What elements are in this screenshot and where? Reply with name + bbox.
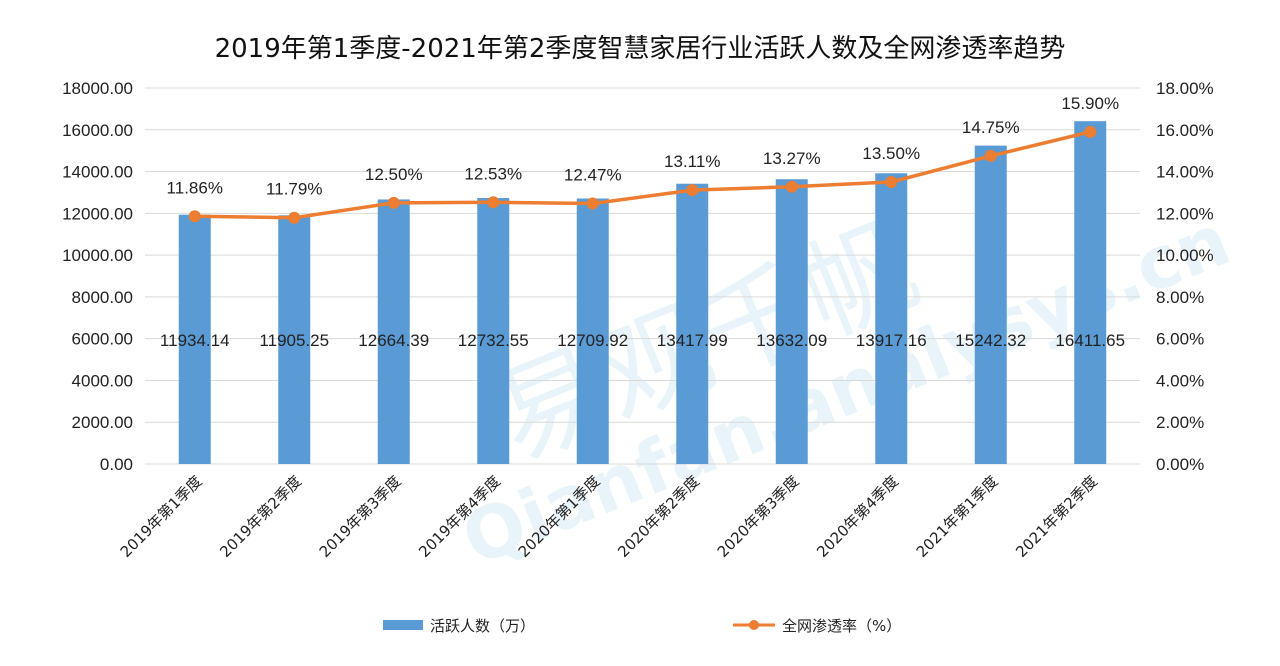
line-point xyxy=(288,211,301,224)
bar-data-label: 15242.32 xyxy=(955,331,1026,350)
y-right-tick-label: 16.00% xyxy=(1156,121,1214,140)
line-data-label: 12.53% xyxy=(464,164,522,183)
bar xyxy=(875,173,908,464)
y-left-tick-label: 18000.00 xyxy=(62,79,133,98)
x-tick-label: 2020年第3季度 xyxy=(714,472,803,561)
grid-lines xyxy=(145,87,1140,465)
bar xyxy=(775,179,808,464)
legend-line-label: 全网渗透率（%） xyxy=(782,617,901,635)
bar xyxy=(377,199,410,465)
bar xyxy=(178,214,211,464)
x-tick-label: 2019年第3季度 xyxy=(316,472,405,561)
line-point xyxy=(387,196,400,209)
y-left-tick-label: 2000.00 xyxy=(72,413,133,432)
bar-data-label: 11934.14 xyxy=(160,331,230,350)
bar-series xyxy=(178,121,1107,465)
line-path xyxy=(194,130,1091,220)
y-left-tick-label: 12000.00 xyxy=(62,204,133,223)
bar xyxy=(1074,121,1107,464)
bar xyxy=(676,183,709,464)
y-right-tick-label: 18.00% xyxy=(1156,79,1214,98)
line-data-label: 13.11% xyxy=(664,152,720,171)
bar-data-label: 12709.92 xyxy=(557,331,628,350)
y-right-tick-label: 12.00% xyxy=(1156,204,1214,223)
x-tick-label: 2021年第1季度 xyxy=(913,472,1002,561)
bar-data-label: 16411.65 xyxy=(1055,331,1125,350)
x-tick-label: 2019年第1季度 xyxy=(117,472,206,561)
line-point xyxy=(686,184,699,197)
y-left-tick-label: 8000.00 xyxy=(72,288,133,307)
line-data-label: 11.79% xyxy=(266,180,322,199)
x-tick-label: 2020年第4季度 xyxy=(813,472,902,561)
y-right-tick-label: 4.00% xyxy=(1156,371,1204,390)
legend-bar-label: 活跃人数（万） xyxy=(430,617,535,635)
y-left-tick-label: 16000.00 xyxy=(62,121,133,140)
y-right-tick-label: 6.00% xyxy=(1156,330,1204,349)
line-point xyxy=(1084,125,1097,138)
bar xyxy=(278,215,311,464)
line-data-label: 14.75% xyxy=(962,118,1020,137)
y-right-tick-label: 10.00% xyxy=(1156,246,1214,265)
line-data-label: 12.47% xyxy=(564,166,622,185)
line-point xyxy=(785,180,798,193)
legend-bar-swatch xyxy=(383,620,423,630)
bar-data-labels: 11934.14 11905.25 12664.39 12732.55 12709.92… xyxy=(160,331,1125,350)
legend: 活跃人数（万） 全网渗透率（%） xyxy=(383,617,901,635)
y-axis-right: 0.00% 2.00% 4.00% 6.00% 8.00% 10.00% 12.00% 14.… xyxy=(1156,79,1214,474)
bar-data-label: 12732.55 xyxy=(458,331,529,350)
line-data-label: 11.86% xyxy=(167,178,223,197)
line-data-label: 13.50% xyxy=(862,144,920,163)
y-right-tick-label: 0.00% xyxy=(1156,455,1204,474)
bar-data-label: 12664.39 xyxy=(358,331,429,350)
x-tick-label: 2019年第2季度 xyxy=(216,472,305,561)
bar xyxy=(974,145,1007,465)
bar-data-label: 13917.16 xyxy=(856,331,927,350)
line-data-label: 13.27% xyxy=(763,149,821,168)
line-data-label: 15.90% xyxy=(1061,94,1119,113)
y-right-tick-label: 2.00% xyxy=(1156,413,1204,432)
bar-data-label: 13632.09 xyxy=(756,331,827,350)
line-data-labels: 11.86% 11.79% 12.50% 12.53% 12.47% 13.11% 13.2… xyxy=(167,94,1120,199)
line-point xyxy=(188,210,201,223)
y-left-tick-label: 4000.00 xyxy=(72,371,133,390)
bar xyxy=(477,198,510,464)
y-left-tick-label: 14000.00 xyxy=(62,163,133,182)
bar-data-label: 13417.99 xyxy=(657,331,728,350)
line-point xyxy=(984,149,997,162)
line-series xyxy=(188,125,1097,224)
bar-data-label: 11905.25 xyxy=(259,331,329,350)
line-point xyxy=(885,176,898,188)
x-tick-label: 2021年第2季度 xyxy=(1012,472,1101,561)
y-left-tick-label: 10000.00 xyxy=(62,246,133,265)
chart-title: 2019年第1季度-2021年第2季度智慧家居行业活跃人数及全网渗透率趋势 xyxy=(215,34,1066,64)
y-left-tick-label: 6000.00 xyxy=(72,330,133,349)
line-point xyxy=(487,196,500,209)
legend-line-marker xyxy=(749,620,759,630)
y-right-tick-label: 14.00% xyxy=(1156,163,1214,182)
y-right-tick-label: 8.00% xyxy=(1156,288,1204,307)
line-data-label: 12.50% xyxy=(365,165,423,184)
y-axis-left: 0.00 2000.00 4000.00 6000.00 8000.00 10000.00… xyxy=(62,79,133,474)
line-point xyxy=(586,197,599,210)
y-left-tick-label: 0.00 xyxy=(100,455,133,474)
bar xyxy=(576,198,609,464)
